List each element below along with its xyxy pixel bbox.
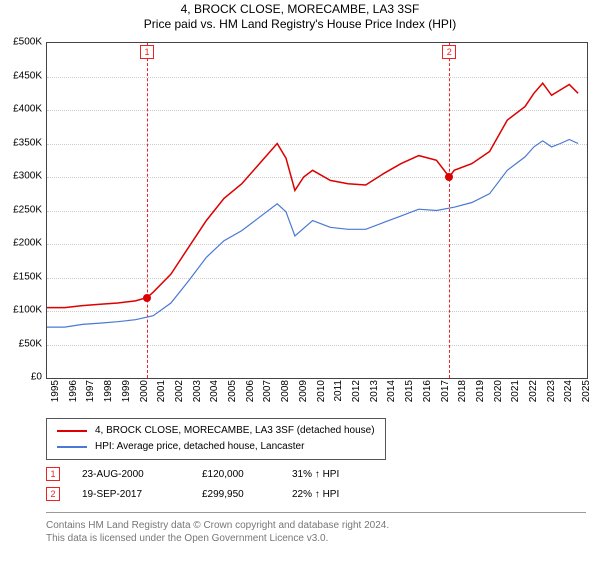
sale-marker: 2 xyxy=(46,487,60,501)
y-axis-label: £400K xyxy=(2,104,42,115)
legend-item: 4, BROCK CLOSE, MORECAMBE, LA3 3SF (deta… xyxy=(57,423,375,439)
y-axis-label: £500K xyxy=(2,37,42,48)
x-axis-label: 2012 xyxy=(351,380,362,402)
x-axis-label: 2019 xyxy=(475,380,486,402)
x-axis-label: 2000 xyxy=(139,380,150,402)
x-axis-label: 2008 xyxy=(280,380,291,402)
x-axis-label: 2020 xyxy=(493,380,504,402)
y-axis-label: £300K xyxy=(2,171,42,182)
x-axis-label: 2024 xyxy=(563,380,574,402)
x-axis-label: 2011 xyxy=(333,380,344,402)
sale-marker-box: 2 xyxy=(442,45,456,59)
legend-item: HPI: Average price, detached house, Lanc… xyxy=(57,439,375,455)
sale-date: 23-AUG-2000 xyxy=(82,469,202,480)
x-axis-label: 2016 xyxy=(422,380,433,402)
y-axis-label: £150K xyxy=(2,271,42,282)
x-axis-label: 2023 xyxy=(546,380,557,402)
x-axis-label: 2013 xyxy=(369,380,380,402)
sale-marker-box: 1 xyxy=(140,45,154,59)
x-axis-label: 2006 xyxy=(245,380,256,402)
sales-table: 1 23-AUG-2000£120,00031% ↑ HPI 2 19-SEP-201… xyxy=(46,464,382,504)
sale-row: 2 19-SEP-2017£299,95022% ↑ HPI xyxy=(46,484,382,504)
page-title: 4, BROCK CLOSE, MORECAMBE, LA3 3SF xyxy=(0,2,600,16)
footer-line-2: This data is licensed under the Open Gov… xyxy=(46,532,586,545)
legend-swatch xyxy=(57,430,87,432)
y-axis-label: £200K xyxy=(2,238,42,249)
x-axis-label: 2002 xyxy=(174,380,185,402)
x-axis-label: 2004 xyxy=(209,380,220,402)
sale-hpi: 22% ↑ HPI xyxy=(292,489,382,500)
series-line xyxy=(47,140,578,328)
legend-label: HPI: Average price, detached house, Lanc… xyxy=(95,439,304,455)
x-axis-label: 2003 xyxy=(192,380,203,402)
y-axis-label: £250K xyxy=(2,204,42,215)
x-axis-label: 2014 xyxy=(386,380,397,402)
series-line xyxy=(47,83,578,307)
x-axis-label: 2022 xyxy=(528,380,539,402)
x-axis-label: 2021 xyxy=(510,380,521,402)
chart-area: 12 xyxy=(46,42,588,379)
x-axis-label: 2007 xyxy=(262,380,273,402)
y-axis-label: £0 xyxy=(2,372,42,383)
sale-price: £299,950 xyxy=(202,489,292,500)
legend: 4, BROCK CLOSE, MORECAMBE, LA3 3SF (deta… xyxy=(46,418,386,460)
x-axis-label: 2001 xyxy=(156,380,167,402)
y-axis-label: £50K xyxy=(2,338,42,349)
x-axis-label: 2010 xyxy=(316,380,327,402)
sale-dot xyxy=(445,173,453,181)
y-axis-label: £450K xyxy=(2,70,42,81)
x-axis-label: 2018 xyxy=(457,380,468,402)
x-axis-label: 1999 xyxy=(121,380,132,402)
page-subtitle: Price paid vs. HM Land Registry's House … xyxy=(0,17,600,31)
sale-date: 19-SEP-2017 xyxy=(82,489,202,500)
x-axis-label: 1995 xyxy=(50,380,61,402)
x-axis-label: 2017 xyxy=(440,380,451,402)
legend-swatch xyxy=(57,446,87,448)
y-axis-label: £100K xyxy=(2,305,42,316)
legend-label: 4, BROCK CLOSE, MORECAMBE, LA3 3SF (deta… xyxy=(95,423,375,439)
sale-dot xyxy=(143,294,151,302)
sale-row: 1 23-AUG-2000£120,00031% ↑ HPI xyxy=(46,464,382,484)
x-axis-label: 2005 xyxy=(227,380,238,402)
x-axis-label: 2015 xyxy=(404,380,415,402)
x-axis-label: 2025 xyxy=(581,380,592,402)
x-axis-label: 2009 xyxy=(298,380,309,402)
sale-price: £120,000 xyxy=(202,469,292,480)
footer-line-1: Contains HM Land Registry data © Crown c… xyxy=(46,519,586,532)
footer: Contains HM Land Registry data © Crown c… xyxy=(46,512,586,545)
sale-hpi: 31% ↑ HPI xyxy=(292,469,382,480)
sale-marker: 1 xyxy=(46,467,60,481)
x-axis-label: 1996 xyxy=(68,380,79,402)
x-axis-label: 1998 xyxy=(103,380,114,402)
y-axis-label: £350K xyxy=(2,137,42,148)
x-axis-label: 1997 xyxy=(85,380,96,402)
